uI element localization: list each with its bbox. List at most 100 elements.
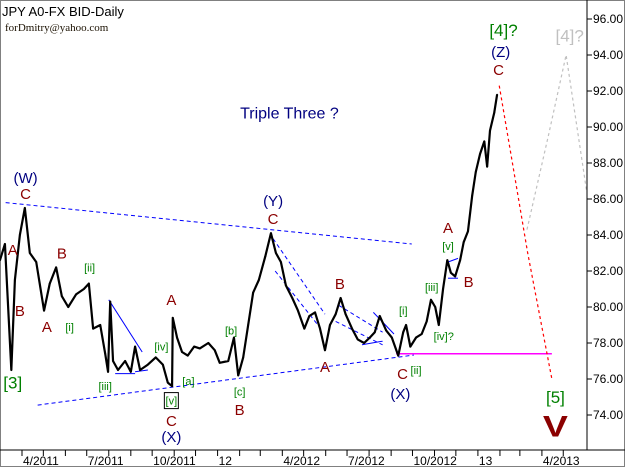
trendline-upper-line bbox=[5, 202, 412, 245]
wave-label: A bbox=[443, 220, 453, 237]
wave-label: V bbox=[543, 410, 568, 444]
wave-label: A bbox=[166, 292, 176, 309]
price-point bbox=[193, 345, 196, 348]
price-point bbox=[117, 369, 119, 371]
price-point bbox=[368, 336, 371, 339]
price-point bbox=[489, 129, 491, 132]
price-point bbox=[467, 230, 469, 233]
wave-label: (Y) bbox=[263, 193, 283, 210]
wave-label: B bbox=[15, 303, 25, 320]
price-point bbox=[363, 342, 366, 344]
price-point bbox=[339, 297, 342, 299]
y-tick-label: 92.00 bbox=[593, 84, 623, 98]
wedge-line bbox=[361, 340, 383, 346]
price-point bbox=[442, 288, 444, 290]
price-point bbox=[35, 261, 38, 263]
wave-label: A bbox=[8, 242, 18, 259]
wave-label: [4]? bbox=[555, 26, 583, 45]
price-point bbox=[291, 297, 294, 299]
wave-label: (W) bbox=[13, 170, 37, 187]
price-point bbox=[474, 171, 477, 173]
price-point bbox=[43, 309, 45, 312]
wave-label: [ii] bbox=[411, 365, 422, 377]
y-tick-label: 74.00 bbox=[593, 408, 623, 422]
y-tick-label: 94.00 bbox=[593, 48, 623, 62]
price-point bbox=[430, 298, 432, 301]
y-tick-label: 78.00 bbox=[593, 336, 623, 350]
label-box bbox=[163, 392, 179, 410]
price-point bbox=[186, 354, 189, 357]
price-point bbox=[48, 282, 51, 285]
wave-label: [ii] bbox=[84, 262, 95, 274]
channel-line bbox=[274, 270, 322, 329]
price-point bbox=[329, 324, 331, 326]
price-point bbox=[134, 345, 136, 348]
wave-label: (X) bbox=[390, 386, 410, 403]
y-tick-label: 90.00 bbox=[593, 120, 623, 134]
price-point bbox=[112, 360, 114, 362]
price-point bbox=[213, 349, 216, 352]
x-tick-label: 13 bbox=[479, 454, 493, 467]
price-point bbox=[198, 347, 201, 350]
price-point bbox=[344, 313, 347, 316]
projections bbox=[498, 54, 588, 380]
x-tick-label: 12 bbox=[219, 454, 233, 467]
x-axis: 4/2011 7/2011 10/2011 12 4/2012 7/2012 10/2012… bbox=[21, 450, 580, 467]
wave-label: C bbox=[493, 62, 504, 79]
wave-label: A bbox=[42, 319, 52, 336]
price-point bbox=[462, 241, 465, 244]
price-point bbox=[218, 361, 221, 364]
price-point bbox=[4, 243, 6, 245]
price-point bbox=[181, 351, 183, 353]
price-point bbox=[479, 153, 481, 155]
wave-label: [iv] bbox=[154, 342, 168, 354]
triangle-line bbox=[135, 369, 148, 373]
channel-line bbox=[272, 238, 326, 315]
price-point bbox=[237, 374, 240, 377]
wave-label: (Z) bbox=[491, 44, 510, 61]
price-point bbox=[233, 336, 235, 339]
y-tick-label: 82.00 bbox=[593, 264, 623, 278]
price-point bbox=[378, 315, 381, 317]
price-point bbox=[324, 349, 326, 352]
price-point bbox=[161, 363, 164, 366]
price-point bbox=[279, 261, 282, 263]
price-point bbox=[415, 336, 417, 339]
x-tick-label: 4/2013 bbox=[543, 454, 580, 467]
price-point bbox=[55, 266, 58, 269]
price-point bbox=[124, 360, 127, 362]
price-point bbox=[334, 313, 337, 316]
wave-label: [iii] bbox=[98, 381, 111, 393]
wave-labels: Triple Three ?(W)CAB[3]BA[ii][i][iii][iv… bbox=[3, 21, 584, 446]
price-point bbox=[23, 207, 26, 209]
wave-label: [iv]? bbox=[434, 331, 454, 343]
author-email: forDmitry@yahoo.com bbox=[5, 22, 109, 34]
price-point bbox=[99, 324, 102, 326]
price-point bbox=[0, 259, 1, 262]
price-point bbox=[154, 356, 157, 359]
price-point bbox=[107, 370, 109, 373]
wave-label: C bbox=[397, 366, 408, 383]
price-point bbox=[496, 93, 499, 96]
x-tick-label: 7/2012 bbox=[348, 454, 385, 467]
price-point bbox=[486, 165, 489, 168]
wave-label: [iii] bbox=[425, 282, 438, 294]
y-tick-label: 88.00 bbox=[593, 156, 623, 170]
price-point bbox=[356, 338, 359, 341]
price-series bbox=[0, 93, 499, 388]
x-tick-label: 7/2011 bbox=[88, 454, 124, 467]
price-point bbox=[166, 381, 169, 384]
price-point bbox=[67, 306, 70, 308]
price-point bbox=[92, 327, 95, 330]
wave-label: [v] bbox=[166, 396, 178, 408]
price-point bbox=[18, 234, 21, 236]
wave-label: [3] bbox=[3, 374, 22, 393]
price-point bbox=[425, 320, 428, 323]
price-point bbox=[176, 336, 178, 339]
price-point bbox=[284, 284, 287, 287]
price-point bbox=[109, 300, 112, 303]
wave-label: B bbox=[57, 245, 67, 262]
price-point bbox=[82, 288, 85, 290]
price-point bbox=[104, 352, 107, 355]
y-tick-label: 76.00 bbox=[593, 372, 623, 386]
